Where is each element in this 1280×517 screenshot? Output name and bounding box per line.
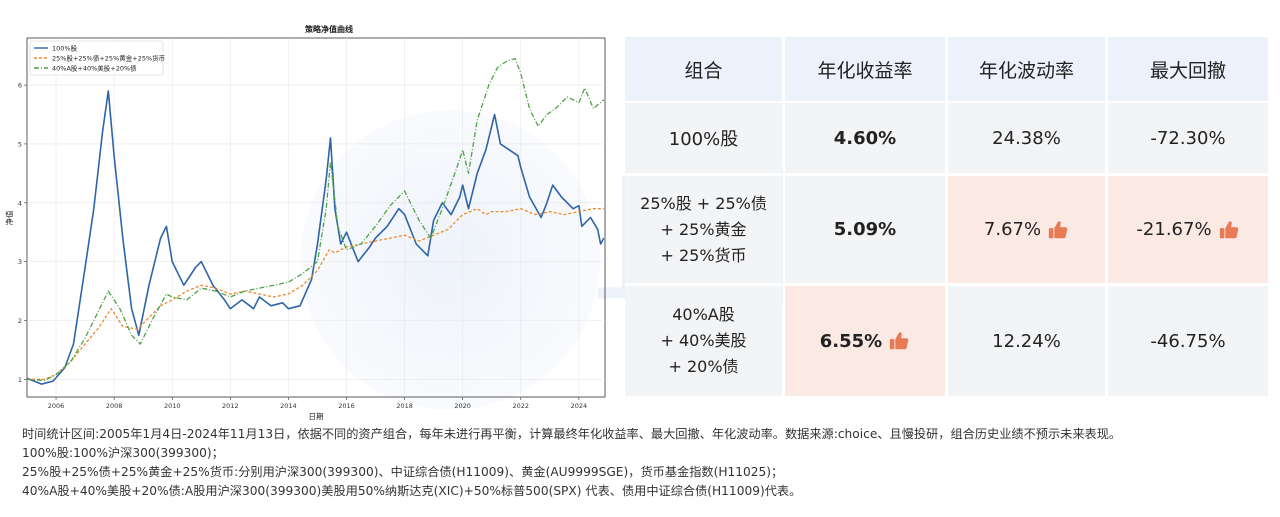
footnote-line-3: 25%股+25%债+25%黄金+25%货币:分别用沪深300(399300)、中… bbox=[22, 465, 784, 479]
header-portfolio: 组合 bbox=[625, 37, 782, 103]
watermark-circle bbox=[300, 110, 600, 410]
y-tick-label-0: 1 bbox=[18, 376, 22, 384]
header-max-drawdown: 最大回撤 bbox=[1108, 37, 1268, 103]
row-2-name: 25%股 + 25%债 + 25%黄金 + 25%货币 bbox=[625, 176, 782, 286]
row-2-return: 5.09% bbox=[785, 176, 945, 286]
legend-box bbox=[29, 40, 164, 76]
thumbs-up-icon bbox=[1219, 220, 1238, 238]
footnote: 时间统计区间:2005年1月4日-2024年11月13日，依据不同的资产组合，每… bbox=[22, 425, 1272, 501]
row-3-volatility: 12.24% bbox=[948, 286, 1105, 396]
row-3-return-value: 6.55% bbox=[819, 330, 883, 352]
x-tick-label-0: 2006 bbox=[48, 402, 65, 410]
y-tick-label-5: 6 bbox=[18, 82, 22, 90]
thumbs-up-icon bbox=[1048, 220, 1068, 238]
grid bbox=[27, 38, 605, 397]
footnote-line-4: 40%A股+40%美股+20%债:A股用沪深300(399300)美股用50%纳… bbox=[22, 484, 802, 498]
y-tick-label-3: 4 bbox=[18, 199, 22, 207]
y-tick-label-4: 5 bbox=[18, 140, 22, 148]
series-line-1 bbox=[27, 208, 604, 380]
tick-labels: 2006 2008 2010 2012 2014 2016 2018 2020 2022 2024… bbox=[18, 82, 587, 410]
series-line-0 bbox=[26, 90, 605, 385]
row-1-return: 4.60% bbox=[785, 103, 945, 176]
net-value-chart: 策略净值曲线 2006 2008 2010 2012 2014 2016 2018 2020 2… bbox=[4, 24, 606, 421]
series-line-2 bbox=[26, 57, 605, 382]
legend: 100%股 25%股+25%债+25%黄金+25%货币 40%A股+40%美股+… bbox=[29, 40, 165, 76]
row-1-volatility: 24.38% bbox=[948, 103, 1105, 176]
x-tick-label-9: 2024 bbox=[571, 402, 588, 410]
row-1-drawdown: -72.30% bbox=[1108, 103, 1268, 176]
row-2-drawdown-value: -21.67% bbox=[1136, 219, 1212, 240]
x-tick-label-5: 2016 bbox=[338, 402, 355, 410]
row-2-drawdown: -21.67% bbox=[1108, 176, 1268, 286]
series-lines bbox=[26, 57, 605, 385]
header-annual-volatility: 年化波动率 bbox=[948, 37, 1105, 103]
x-tick-label-1: 2008 bbox=[106, 402, 123, 410]
row-3-drawdown: -46.75% bbox=[1108, 286, 1268, 396]
x-tick-label-4: 2014 bbox=[280, 402, 297, 410]
footnote-line-2: 100%股:100%沪深300(399300)； bbox=[22, 446, 224, 460]
row-2-volatility: 7.67% bbox=[948, 176, 1105, 286]
row-1-name: 100%股 bbox=[625, 103, 782, 176]
thumbs-up-icon bbox=[890, 332, 909, 350]
x-tick-label-2: 2010 bbox=[164, 402, 181, 410]
x-axis-label: 日期 bbox=[309, 412, 324, 421]
y-tick-label-1: 2 bbox=[18, 317, 22, 325]
legend-label-1: 25%股+25%债+25%黄金+25%货币 bbox=[52, 54, 165, 63]
footnote-line-1: 时间统计区间:2005年1月4日-2024年11月13日，依据不同的资产组合，每… bbox=[22, 427, 1122, 441]
chart-title: 策略净值曲线 bbox=[305, 24, 353, 34]
x-tick-label-3: 2012 bbox=[222, 402, 239, 410]
plot-area bbox=[26, 37, 606, 398]
legend-label-0: 100%股 bbox=[52, 45, 78, 53]
y-tick-label-2: 3 bbox=[18, 258, 22, 266]
row-2-volatility-value: 7.67% bbox=[983, 219, 1042, 240]
x-tick-label-7: 2020 bbox=[454, 402, 471, 410]
row-3-return: 6.55% bbox=[785, 286, 945, 396]
header-annual-return: 年化收益率 bbox=[785, 37, 945, 103]
x-tick-label-8: 2022 bbox=[512, 402, 529, 410]
x-tick-label-6: 2018 bbox=[396, 402, 413, 410]
y-axis-label: 净值 bbox=[4, 210, 14, 225]
legend-label-2: 40%A股+40%美股+20%债 bbox=[52, 64, 137, 73]
metrics-table: 组合 年化收益率 年化波动率 最大回撤 100%股 4.60% 24.38% -… bbox=[625, 37, 1268, 396]
row-3-name: 40%A股 + 40%美股 + 20%债 bbox=[625, 286, 782, 396]
